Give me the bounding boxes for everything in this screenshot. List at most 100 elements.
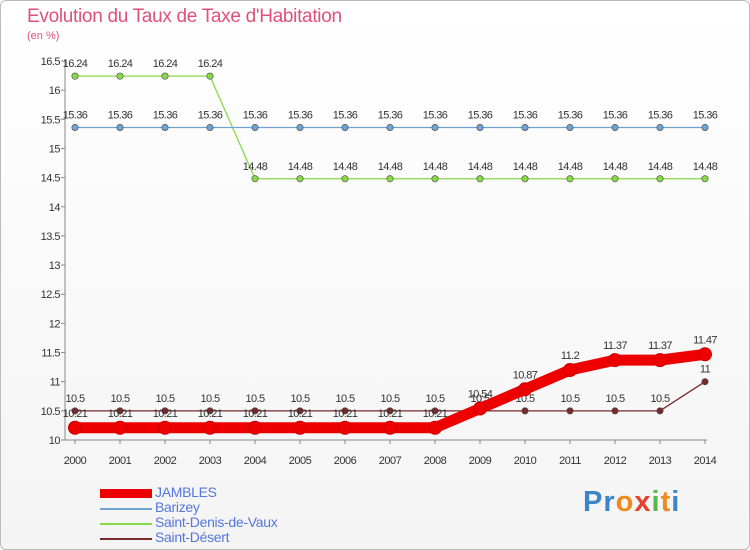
data-point-jambles [653,353,667,368]
data-label-jambles: 10.54 [468,389,493,401]
y-tick-label: 15.5 [41,114,61,126]
data-point-saint-desert [521,407,529,415]
data-label-saint-desert: 10.5 [605,393,624,405]
data-point-saint-desert [341,407,349,415]
data-label-saint-desert: 10.5 [155,393,174,405]
data-point-barizey [251,123,259,131]
data-label-saint-desert: 10.5 [110,393,129,405]
data-label-jambles: 10.21 [288,408,313,420]
data-label-jambles: 11.37 [648,340,672,352]
legend-swatch [100,523,152,525]
data-point-barizey [521,123,529,131]
data-label-jambles: 11.47 [693,334,717,346]
x-tick-label: 2013 [649,455,672,467]
data-point-jambles [428,420,442,435]
legend-swatch [100,538,152,540]
y-tick-label: 15 [49,143,61,155]
data-point-saint-denis-de-vaux [341,175,349,183]
logo-letter: i [671,486,681,518]
data-label-saint-desert: 10.5 [650,393,669,405]
data-point-saint-denis-de-vaux [71,72,79,80]
y-tick-label: 10 [49,435,61,447]
data-point-barizey [341,123,349,131]
x-tick-label: 2005 [289,455,312,467]
data-point-saint-desert [386,407,394,415]
data-point-saint-desert [656,407,664,415]
proxiti-logo: Proxiti [583,486,680,519]
data-label-jambles: 10.21 [108,408,133,420]
data-label-barizey: 15.36 [333,109,358,121]
data-label-barizey: 15.36 [423,109,448,121]
data-label-saint-denis-de-vaux: 16.24 [198,58,223,70]
data-label-jambles: 10.21 [423,408,448,420]
data-label-saint-desert: 10.5 [380,393,399,405]
data-point-barizey [116,123,124,131]
data-point-jambles [113,420,127,435]
data-point-barizey [206,123,214,131]
x-tick-label: 2004 [244,455,267,467]
data-label-saint-desert: 10.5 [200,393,219,405]
logo-letter: o [615,486,635,518]
data-label-saint-denis-de-vaux: 16.24 [63,58,88,70]
data-point-barizey [611,123,619,131]
x-tick-label: 2007 [379,455,402,467]
data-point-barizey [566,123,574,131]
data-point-barizey [431,123,439,131]
data-point-saint-desert [71,407,79,415]
data-point-barizey [701,123,709,131]
data-point-jambles [473,401,487,416]
data-point-saint-denis-de-vaux [476,175,484,183]
data-label-barizey: 15.36 [153,109,178,121]
legend-swatch [100,489,152,498]
data-label-barizey: 15.36 [603,109,628,121]
data-point-saint-denis-de-vaux [701,175,709,183]
data-label-barizey: 15.36 [63,109,88,121]
y-tick-label: 16.5 [41,56,61,68]
x-tick-label: 2002 [154,455,177,467]
logo-letter: i [651,486,661,518]
data-label-saint-denis-de-vaux: 14.48 [693,161,718,173]
data-label-barizey: 15.36 [468,109,493,121]
data-point-jambles [383,420,397,435]
data-point-saint-desert [566,407,574,415]
data-label-saint-desert: 10.5 [560,393,579,405]
data-label-jambles: 10.21 [243,408,268,420]
data-label-saint-denis-de-vaux: 16.24 [153,58,178,70]
data-point-jambles [293,420,307,435]
data-label-saint-denis-de-vaux: 14.48 [648,161,673,173]
data-point-jambles [563,363,577,378]
y-tick-label: 11.5 [41,348,60,360]
x-tick-label: 2009 [469,455,492,467]
data-point-jambles [203,420,217,435]
x-tick-label: 2010 [514,455,537,467]
chart-title: Evolution du Taux de Taxe d'Habitation [27,6,342,27]
data-label-barizey: 15.36 [288,109,313,121]
data-point-saint-denis-de-vaux [521,175,529,183]
data-point-jambles [608,353,622,368]
data-point-jambles [338,420,352,435]
y-tick-label: 11 [50,377,61,389]
data-point-saint-denis-de-vaux [161,72,169,80]
legend-label: Saint-Denis-de-Vaux [155,514,278,530]
y-tick-label: 16 [49,85,61,97]
x-tick-label: 2011 [559,455,581,467]
data-point-saint-desert [206,407,214,415]
data-label-jambles: 10.21 [198,408,223,420]
data-label-saint-denis-de-vaux: 14.48 [288,161,313,173]
data-point-saint-denis-de-vaux [206,72,214,80]
y-tick-label: 12.5 [41,289,61,301]
data-point-saint-desert [611,407,619,415]
data-point-saint-desert [431,407,439,415]
data-label-jambles: 10.21 [153,408,178,420]
data-label-barizey: 15.36 [513,109,538,121]
y-tick-label: 12 [49,318,61,330]
data-label-barizey: 15.36 [198,109,223,121]
data-point-barizey [71,123,79,131]
y-tick-label: 10.5 [41,406,61,418]
x-tick-label: 2006 [334,455,357,467]
data-point-jambles [518,382,532,397]
data-point-jambles [248,420,262,435]
data-label-jambles: 10.21 [63,408,88,420]
